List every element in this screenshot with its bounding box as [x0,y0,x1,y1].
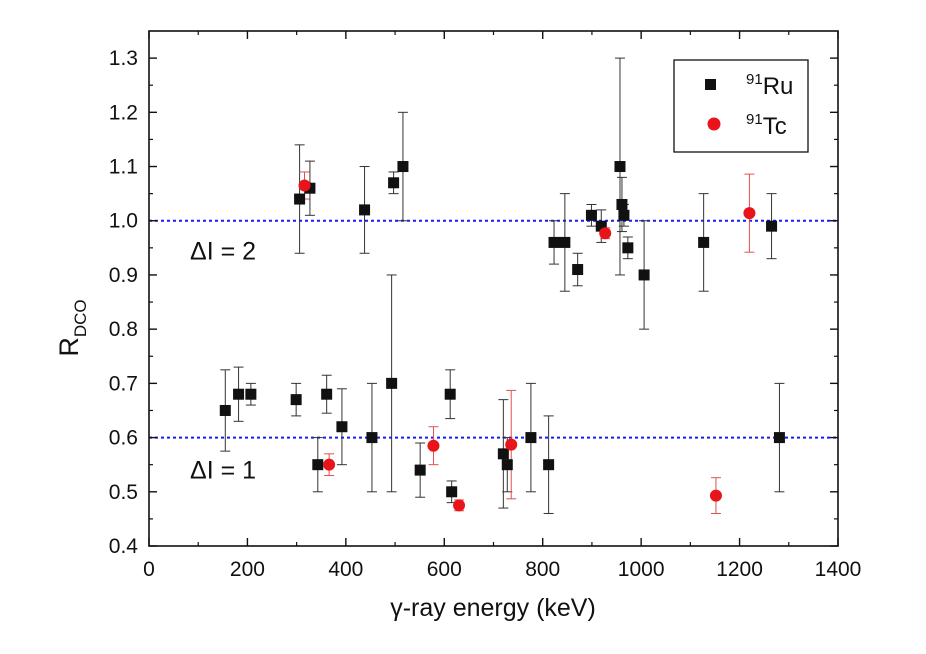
ru-data-point [397,161,409,173]
ru-data-point [543,459,555,471]
tc-data-point [427,439,440,452]
ru-data-point [366,432,378,444]
reference-lines [149,219,838,439]
ru-data-point [497,448,509,460]
legend-ru-symbol: Ru [763,73,794,100]
legend-tc-marker [707,117,721,131]
y-tick-label: 1.0 [109,210,138,233]
ru-data-point [501,459,513,471]
ru-data-point [359,204,371,216]
legend: 91Ru 91Tc [673,59,809,153]
ru-data-point [245,388,257,400]
legend-ru-label: 91Ru [746,71,793,100]
ru-data-point [386,377,398,389]
ru-data-point [618,209,630,221]
ru-data-point [414,464,426,476]
ru-data-point [766,220,778,232]
tc-data-point [323,458,336,471]
reference-line-label-1: ΔI = 1 [190,457,256,485]
ru-data-point [572,264,584,276]
ru-data-point [290,394,302,406]
y-axis-title-subscript: DCO [71,299,90,337]
x-tick-label: 200 [230,558,265,581]
y-tick-label: 1.3 [109,47,138,70]
x-tick-label: 600 [427,558,462,581]
y-tick-label: 0.4 [109,535,139,558]
ru-data-point [698,236,710,248]
tc-data-point [453,499,466,512]
legend-box [673,59,809,153]
x-tick-label: 1200 [716,558,763,581]
y-axis-title-main: R [54,337,84,357]
x-tick-label: 400 [328,558,363,581]
y-tick-label: 0.8 [109,318,138,341]
ru-data-point [614,161,626,173]
legend-tc-label: 91Tc [746,111,787,140]
ru-data-point [294,193,306,205]
legend-tc-symbol: Tc [763,113,787,140]
plot-frame [148,30,839,547]
ru-data-point [219,404,231,416]
tick-labels: 0 200 400 600 800 1000 1200 1400 0.4 0.5 0.6 0.7 0.8… [109,47,862,581]
ru-data-point [559,236,571,248]
reference-line-labels: ΔI = 2 ΔI = 1 [190,238,256,485]
ru-data-point [622,242,634,254]
y-tick-label: 1.2 [109,101,138,124]
axis-ticks [148,31,839,547]
x-tick-label: 800 [525,558,560,581]
tc-data-point [298,179,311,192]
y-tick-label: 0.6 [109,427,138,450]
legend-ru-mass: 91 [746,71,763,88]
ru-data-point [446,486,458,498]
y-axis-title: RDCO [54,299,90,356]
x-tick-label: 0 [143,558,155,581]
ru-data-point [548,236,560,248]
x-tick-label: 1400 [815,558,862,581]
ru-data-point [336,421,348,433]
ru-data-point [233,388,245,400]
tc-data-point [709,489,722,502]
legend-ru-marker [705,79,716,90]
ru-data-point [304,182,316,194]
ru-data-point [312,459,324,471]
y-tick-label: 0.5 [109,481,138,504]
reference-line-label-0: ΔI = 2 [190,238,256,266]
ru-data-point [616,198,628,210]
tc-data-point [599,227,612,240]
ru-data-point [638,269,650,281]
ru-data-point [321,388,333,400]
ru-data-point [585,209,597,221]
data-markers [219,161,785,512]
x-axis-title: γ-ray energy (keV) [390,594,596,622]
ru-data-point [525,432,537,444]
ru-data-point [773,432,785,444]
y-tick-label: 0.7 [109,372,138,395]
ru-data-point [388,177,400,189]
tc-data-point [505,438,518,451]
ru-data-point [444,388,456,400]
ru-data-point [595,220,607,232]
y-tick-label: 1.1 [109,156,138,179]
x-tick-label: 1000 [618,558,665,581]
legend-tc-mass: 91 [746,111,763,128]
tc-data-point [743,207,756,220]
y-tick-label: 0.9 [109,264,138,287]
